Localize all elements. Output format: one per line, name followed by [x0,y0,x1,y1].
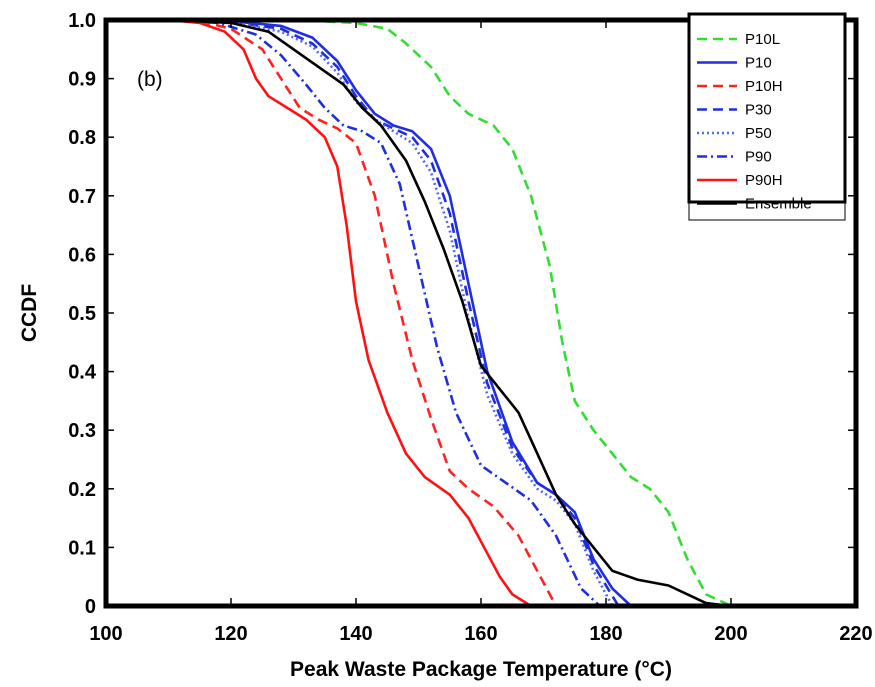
legend-label: P10L [745,31,780,48]
x-tick-label: 160 [464,623,497,645]
y-axis-title: CCDF [18,284,41,342]
legend-outline [687,12,847,204]
legend-label: P30 [745,102,772,119]
legend-box [688,13,846,221]
series-line-p10 [168,18,632,607]
x-axis-title: Peak Waste Package Temperature (°C) [290,658,672,681]
legend-label: Ensemble [745,196,812,213]
x-tick-label: 120 [214,623,247,645]
y-tick-label: 0.8 [68,127,96,149]
x-tick-label: 180 [589,623,622,645]
x-tick-label: 200 [714,623,747,645]
x-tick-label: 100 [89,623,122,645]
series-line-p10l [293,18,732,608]
series-line-p90 [168,18,601,607]
legend-label: P90 [745,149,772,166]
legend-label: P10H [745,78,783,95]
y-ticks: 0 0.1 0.2 0.3 0.4 0.5 0.6 0.7 0.8 0.9 1.0 [68,10,856,618]
series-line-ensemble [168,18,732,608]
series-line-p50 [168,18,614,607]
series-line-p90h [168,18,532,608]
y-tick-label: 0.4 [68,362,97,384]
panel-label: (b) [137,68,163,91]
y-tick-label: 0.2 [68,479,96,501]
y-tick-label: 0.3 [68,420,96,442]
y-tick-label: 0.7 [68,186,96,208]
series-line-p10h [168,18,558,607]
legend-label: P90H [745,172,783,189]
legend-label: P10 [745,55,772,72]
legend-label: P50 [745,125,772,142]
y-tick-label: 0.1 [68,537,96,559]
y-tick-label: 0.9 [68,69,96,91]
series-layer [168,18,732,608]
series-line-p30 [168,18,620,607]
x-tick-label: 140 [339,623,372,645]
x-tick-label: 220 [839,623,872,645]
y-tick-label: 1.0 [68,10,96,32]
y-tick-label: 0.6 [68,244,96,266]
y-tick-label: 0 [85,596,96,618]
legend: P10L P10 P10H P30 P50 P90 P90H Ensemble [687,12,847,221]
y-tick-label: 0.5 [68,303,96,325]
